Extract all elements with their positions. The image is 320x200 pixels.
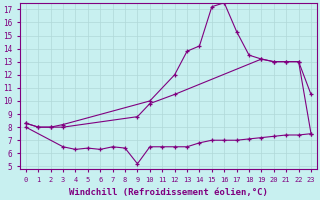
X-axis label: Windchill (Refroidissement éolien,°C): Windchill (Refroidissement éolien,°C) [69,188,268,197]
